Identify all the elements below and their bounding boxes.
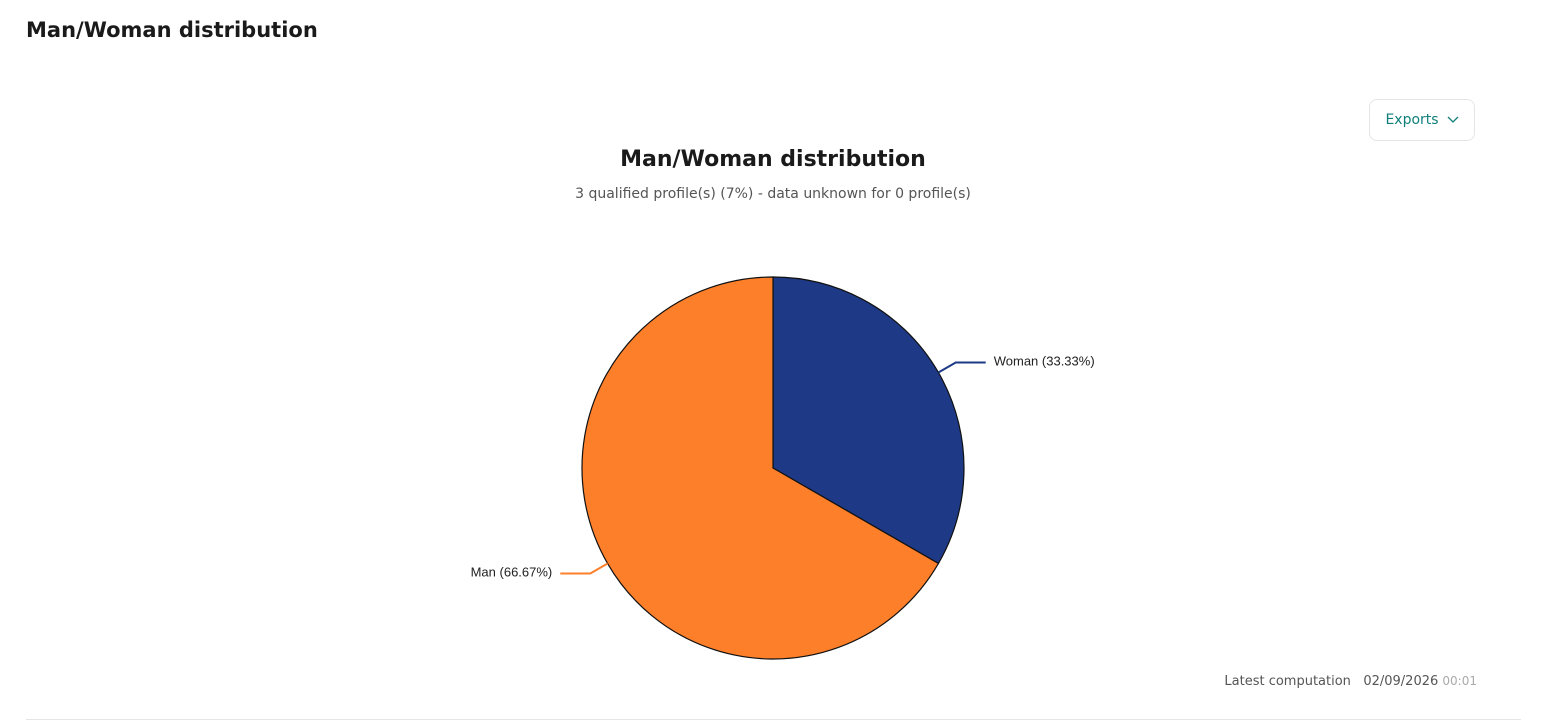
footer-time: 00:01 xyxy=(1442,674,1477,688)
exports-label: Exports xyxy=(1385,112,1439,128)
chevron xyxy=(1447,116,1459,123)
divider xyxy=(26,719,1521,720)
footer-date: 02/09/2026 xyxy=(1363,674,1439,689)
page-title: Man/Woman distribution xyxy=(26,18,318,42)
exports-button[interactable]: Exports xyxy=(1369,99,1475,141)
leader-line xyxy=(937,361,986,374)
chart-title: Man/Woman distribution xyxy=(620,147,926,172)
leader-line xyxy=(560,562,609,575)
slice-label: Man (66.67%) xyxy=(471,565,553,580)
slice-label: Woman (33.33%) xyxy=(994,354,1095,369)
slice-value-label: (66.67%) xyxy=(500,565,553,580)
slice-category: Man xyxy=(471,565,496,580)
footer: Latest computation 02/09/2026 00:01 xyxy=(1224,674,1477,689)
slice-category: Woman xyxy=(994,354,1039,369)
pie-slice xyxy=(772,276,965,565)
chart-subtitle: 3 qualified profile(s) (7%) - data unkno… xyxy=(575,186,971,202)
slice-value-label: (33.33%) xyxy=(1042,354,1095,369)
footer-label: Latest computation xyxy=(1224,674,1351,689)
